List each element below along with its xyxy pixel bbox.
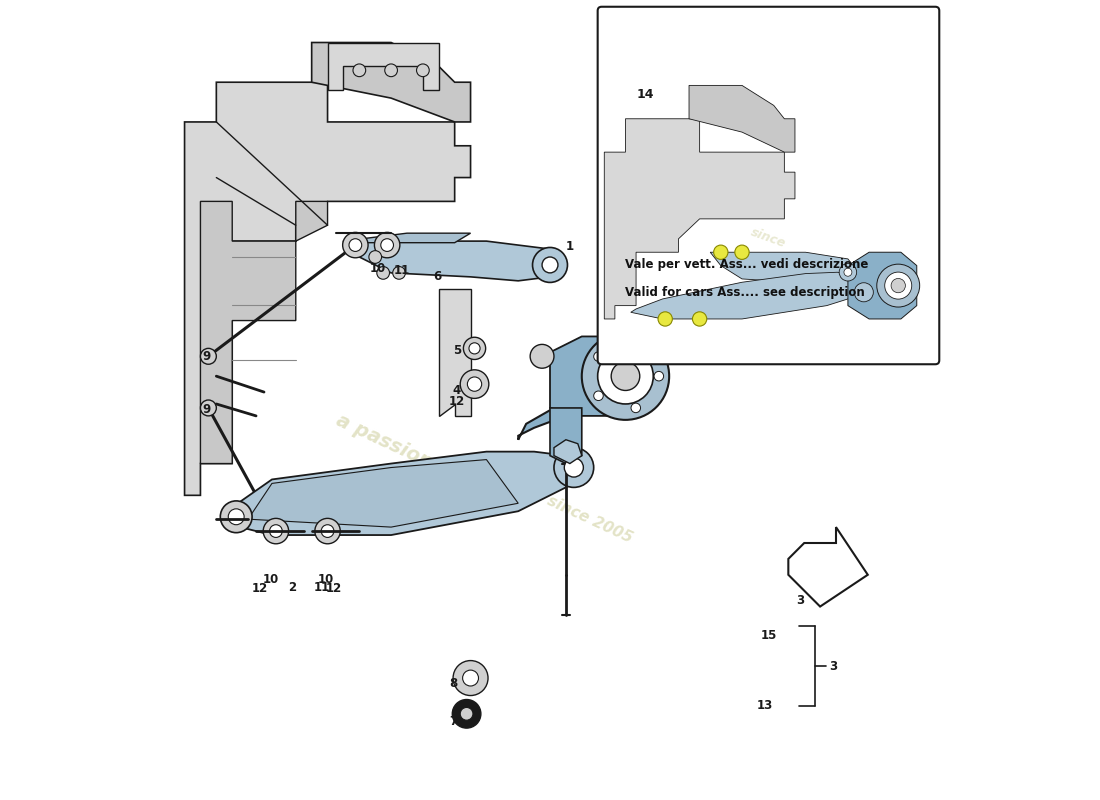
Text: 5: 5 bbox=[453, 344, 461, 358]
Circle shape bbox=[315, 518, 340, 544]
Circle shape bbox=[612, 362, 640, 390]
Circle shape bbox=[393, 266, 406, 279]
Circle shape bbox=[368, 250, 382, 263]
Circle shape bbox=[460, 707, 473, 720]
Circle shape bbox=[452, 699, 481, 728]
Circle shape bbox=[270, 525, 283, 538]
Circle shape bbox=[353, 64, 365, 77]
Circle shape bbox=[844, 268, 851, 276]
Circle shape bbox=[460, 370, 488, 398]
Polygon shape bbox=[311, 42, 471, 122]
Circle shape bbox=[463, 338, 486, 359]
Polygon shape bbox=[343, 233, 471, 242]
Text: since 2005: since 2005 bbox=[544, 493, 635, 546]
Circle shape bbox=[343, 232, 368, 258]
Circle shape bbox=[855, 282, 873, 302]
Text: 3: 3 bbox=[828, 660, 837, 673]
Circle shape bbox=[385, 64, 397, 77]
Polygon shape bbox=[689, 86, 795, 152]
Text: 14: 14 bbox=[637, 88, 654, 101]
Text: 2005: 2005 bbox=[767, 250, 804, 274]
Text: 10: 10 bbox=[370, 262, 386, 275]
Circle shape bbox=[349, 238, 362, 251]
Text: 2: 2 bbox=[288, 581, 296, 594]
Polygon shape bbox=[224, 452, 590, 535]
Circle shape bbox=[417, 64, 429, 77]
Circle shape bbox=[594, 391, 603, 401]
Text: 15: 15 bbox=[760, 630, 777, 642]
Text: 6: 6 bbox=[433, 270, 441, 283]
Text: 11: 11 bbox=[314, 581, 330, 594]
Text: 12: 12 bbox=[252, 582, 268, 594]
Circle shape bbox=[374, 232, 400, 258]
Circle shape bbox=[631, 340, 640, 349]
Polygon shape bbox=[518, 329, 661, 440]
Circle shape bbox=[582, 333, 669, 420]
Polygon shape bbox=[343, 241, 565, 281]
Text: 12: 12 bbox=[449, 395, 465, 408]
Circle shape bbox=[469, 342, 480, 354]
Text: 10: 10 bbox=[318, 573, 334, 586]
Circle shape bbox=[463, 670, 478, 686]
Circle shape bbox=[594, 352, 603, 362]
Circle shape bbox=[381, 238, 394, 251]
Circle shape bbox=[839, 263, 857, 281]
Circle shape bbox=[891, 278, 905, 293]
Polygon shape bbox=[711, 252, 858, 286]
Circle shape bbox=[542, 257, 558, 273]
Circle shape bbox=[229, 509, 244, 525]
Text: 13: 13 bbox=[757, 698, 772, 711]
Polygon shape bbox=[554, 440, 582, 463]
Text: 12: 12 bbox=[326, 582, 342, 594]
Circle shape bbox=[348, 237, 363, 253]
Text: 1: 1 bbox=[565, 240, 574, 253]
Circle shape bbox=[597, 348, 653, 404]
Text: 3: 3 bbox=[796, 594, 804, 606]
Circle shape bbox=[554, 448, 594, 487]
Circle shape bbox=[714, 245, 728, 259]
Circle shape bbox=[693, 312, 707, 326]
Polygon shape bbox=[249, 459, 518, 527]
Circle shape bbox=[200, 348, 217, 364]
Circle shape bbox=[735, 245, 749, 259]
Text: a passion for parts: a passion for parts bbox=[333, 411, 529, 516]
Polygon shape bbox=[439, 289, 471, 416]
Text: 8: 8 bbox=[449, 677, 458, 690]
Text: 11: 11 bbox=[394, 264, 409, 277]
Circle shape bbox=[468, 377, 482, 391]
Circle shape bbox=[200, 400, 217, 416]
Circle shape bbox=[321, 525, 334, 538]
Text: 4: 4 bbox=[453, 384, 461, 397]
Circle shape bbox=[564, 458, 583, 477]
Circle shape bbox=[263, 518, 288, 544]
Polygon shape bbox=[185, 82, 471, 495]
Text: Valid for cars Ass.... see description: Valid for cars Ass.... see description bbox=[626, 286, 866, 299]
Polygon shape bbox=[848, 252, 916, 319]
Text: 9: 9 bbox=[202, 403, 211, 416]
Polygon shape bbox=[550, 337, 653, 416]
Polygon shape bbox=[328, 42, 439, 90]
Polygon shape bbox=[604, 118, 795, 319]
Text: 7: 7 bbox=[449, 715, 458, 728]
Circle shape bbox=[220, 501, 252, 533]
Circle shape bbox=[631, 403, 640, 413]
Circle shape bbox=[877, 264, 920, 307]
Polygon shape bbox=[550, 408, 582, 463]
Circle shape bbox=[884, 272, 912, 299]
Text: 9: 9 bbox=[202, 350, 211, 363]
Circle shape bbox=[377, 266, 389, 279]
Circle shape bbox=[658, 312, 672, 326]
Text: Vale per vett. Ass... vedi descrizione: Vale per vett. Ass... vedi descrizione bbox=[626, 258, 869, 271]
FancyBboxPatch shape bbox=[597, 6, 939, 364]
Text: since: since bbox=[749, 226, 788, 250]
Polygon shape bbox=[200, 202, 328, 463]
Polygon shape bbox=[789, 527, 868, 606]
Circle shape bbox=[453, 661, 488, 695]
Circle shape bbox=[532, 247, 568, 282]
Circle shape bbox=[654, 371, 663, 381]
Polygon shape bbox=[630, 272, 874, 319]
Circle shape bbox=[530, 344, 554, 368]
Text: 10: 10 bbox=[262, 573, 278, 586]
